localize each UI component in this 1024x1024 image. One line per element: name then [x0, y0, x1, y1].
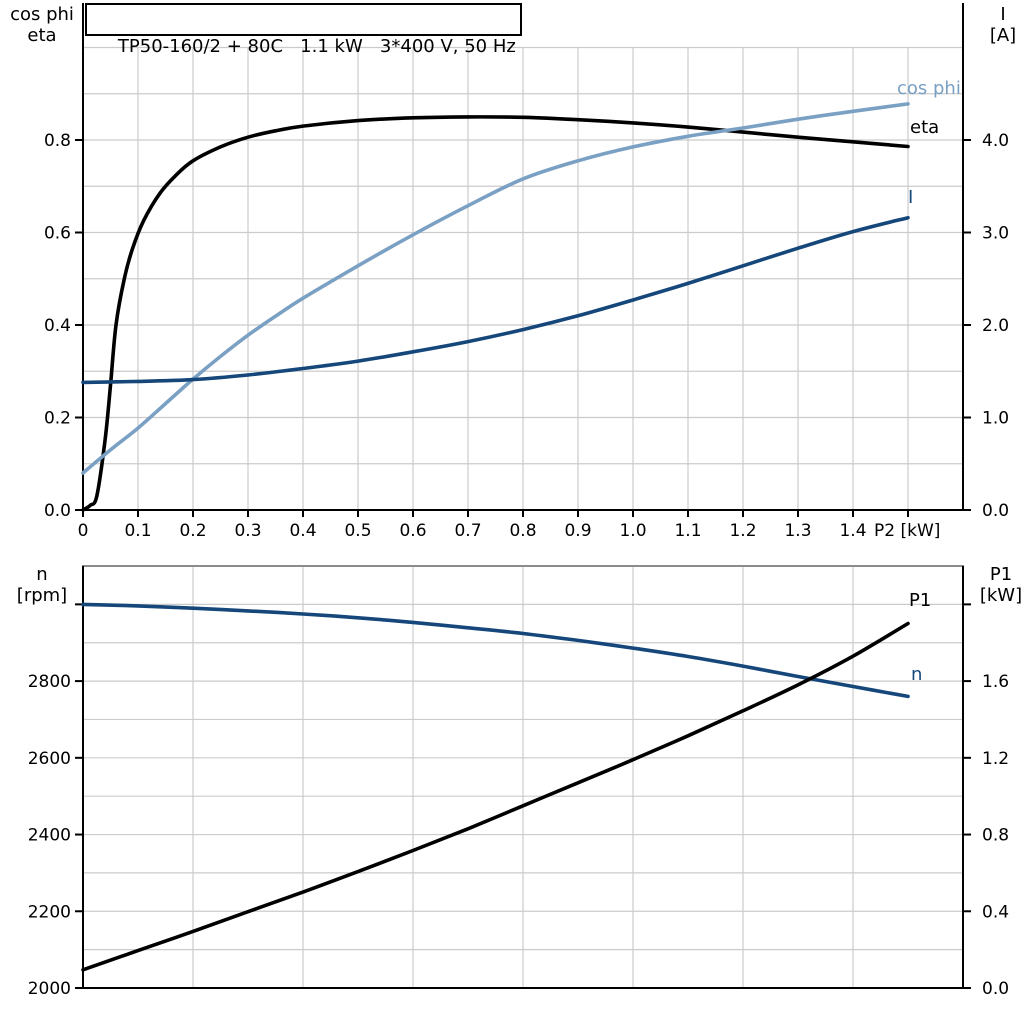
axis-title-line: P1 [989, 564, 1013, 585]
x-tick-label: 0.6 [399, 521, 426, 541]
top-chart: 0.0 0.2 0.4 0.6 0.8 0.0 1.0 2.0 3.0 4.0 0 0.1 0.2 0.3… [44, 3, 1009, 541]
right-tick-label: 1.0 [982, 409, 1009, 429]
cos-phi-curve [81, 102, 910, 475]
cos-phi-curve-label: cos phi [897, 78, 961, 99]
chart-title-box: TP50-160/2 + 80C 1.1 kW 3*400 V, 50 Hz [85, 3, 522, 57]
x-tick-label: 1.4 [839, 521, 866, 541]
current-curve-label: I [908, 187, 914, 208]
x-tick-label: 0.3 [234, 521, 261, 541]
right-tick-label: 1.2 [982, 749, 1009, 769]
left-tick-label: 2400 [28, 826, 71, 846]
x-tick-label: 0.5 [344, 521, 371, 541]
eta-curve-label: eta [910, 117, 940, 138]
right-tick-label: 0.0 [982, 501, 1009, 521]
x-tick-label: 1.2 [729, 521, 756, 541]
x-tick-label: 1.1 [674, 521, 701, 541]
right-tick-label: 1.6 [982, 672, 1009, 692]
eta-curve [81, 115, 910, 512]
axis-title-line: cos phi [10, 4, 74, 25]
chart-title: TP50-160/2 + 80C 1.1 kW 3*400 V, 50 Hz [117, 36, 516, 57]
x-tick-label: 1.0 [619, 521, 646, 541]
speed-curve-label: n [911, 664, 923, 685]
current-curve [81, 215, 910, 385]
axis-title-line: eta [27, 25, 57, 46]
bottom-right-axis-title: P1 [kW] [978, 564, 1024, 606]
x-tick-label: 1.3 [784, 521, 811, 541]
left-tick-label: 2000 [28, 979, 71, 999]
axis-title-line: [A] [989, 25, 1017, 46]
axis-title-line: [kW] [979, 585, 1023, 606]
left-tick-label: 0.2 [44, 409, 71, 429]
left-tick-label: 0.4 [44, 316, 71, 336]
bottom-left-axis-title: n [rpm] [4, 564, 80, 606]
right-tick-label: 0.0 [982, 979, 1009, 999]
x-tick-label: 0.8 [509, 521, 536, 541]
x-axis-unit-label: P2 [kW] [874, 521, 940, 541]
right-tick-label: 0.8 [982, 826, 1009, 846]
speed-curve [81, 602, 910, 699]
x-tick-label: 0 [78, 521, 89, 541]
top-left-axis-title: cos phi eta [4, 4, 80, 46]
x-tick-label: 0.2 [179, 521, 206, 541]
right-tick-label: 4.0 [982, 131, 1009, 151]
left-tick-label: 0.0 [44, 501, 71, 521]
axis-title-line: [rpm] [16, 585, 68, 606]
x-tick-label: 0.1 [124, 521, 151, 541]
x-tick-label: 0.4 [289, 521, 316, 541]
p1-curve-label: P1 [909, 590, 932, 611]
left-tick-label: 0.6 [44, 224, 71, 244]
axis-title-line: I [1000, 4, 1006, 25]
top-right-axis-title: I [A] [982, 4, 1024, 46]
right-tick-label: 0.4 [982, 902, 1009, 922]
x-tick-label: 0.7 [454, 521, 481, 541]
right-tick-label: 3.0 [982, 224, 1009, 244]
left-tick-label: 2600 [28, 749, 71, 769]
bottom-chart: 2000 2200 2400 2600 2800 0.0 0.4 0.8 1.2 1.6 [28, 565, 1009, 999]
p1-curve [81, 621, 910, 972]
left-tick-label: 2200 [28, 902, 71, 922]
left-tick-label: 0.8 [44, 131, 71, 151]
left-tick-label: 2800 [28, 672, 71, 692]
axis-title-line: n [36, 564, 48, 585]
right-tick-label: 2.0 [982, 316, 1009, 336]
x-tick-label: 0.9 [564, 521, 591, 541]
